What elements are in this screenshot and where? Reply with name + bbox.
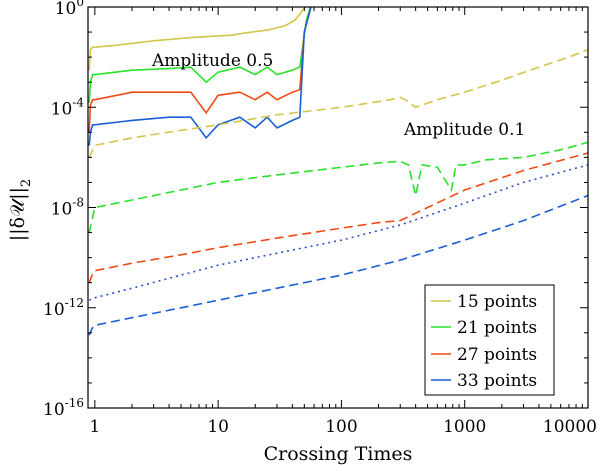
legend-label-27-points: 27 points (457, 345, 537, 365)
y-axis-label-main: ||δ𝒰|| (7, 187, 29, 241)
legend-label-15-points: 15 points (457, 292, 537, 312)
annotation-amplitude-0.5: Amplitude 0.5 (151, 51, 273, 71)
x-tick-label: 100 (325, 417, 357, 437)
y-axis-label: ||δ𝒰||2 (7, 179, 34, 241)
y-tick-label: 10-8 (51, 196, 84, 220)
series-line-dotted-7 (88, 164, 588, 301)
legend-box (424, 284, 555, 396)
series-line-solid-1 (88, 7, 312, 103)
legend: 15 points 21 points 27 points 33 points (424, 284, 555, 396)
x-axis-label: Crossing Times (264, 443, 413, 465)
series-line-solid-2 (88, 7, 312, 133)
series-line-dashed-5 (88, 141, 588, 233)
series-line-solid-3 (88, 7, 312, 146)
legend-label-21-points: 21 points (457, 318, 537, 338)
y-tick-label: 10-12 (43, 296, 84, 320)
tick-labels-layer: 1 10 100 1000 10000 10-16 10-12 10-8 10-4 100 (43, 0, 597, 437)
y-tick-label: 10-16 (43, 396, 84, 420)
annotation-amplitude-0.1: Amplitude 0.1 (403, 120, 525, 140)
series-line-dashed-6 (88, 152, 588, 283)
x-tick-label: 1 (89, 417, 100, 437)
x-tick-label: 10000 (543, 417, 597, 437)
x-tick-label: 10 (207, 417, 229, 437)
series-line-dashed-4 (88, 48, 588, 158)
x-tick-label: 1000 (443, 417, 486, 437)
y-tick-label: 100 (55, 0, 84, 19)
ticks-layer (88, 6, 589, 409)
series-line-solid-0 (88, 7, 306, 71)
y-axis-label-group: ||δ𝒰||2 (7, 179, 34, 241)
legend-label-33-points: 33 points (457, 371, 537, 391)
series-layer (88, 7, 588, 336)
y-tick-label: 10-4 (51, 95, 85, 119)
y-axis-label-subscript: 2 (19, 179, 34, 187)
